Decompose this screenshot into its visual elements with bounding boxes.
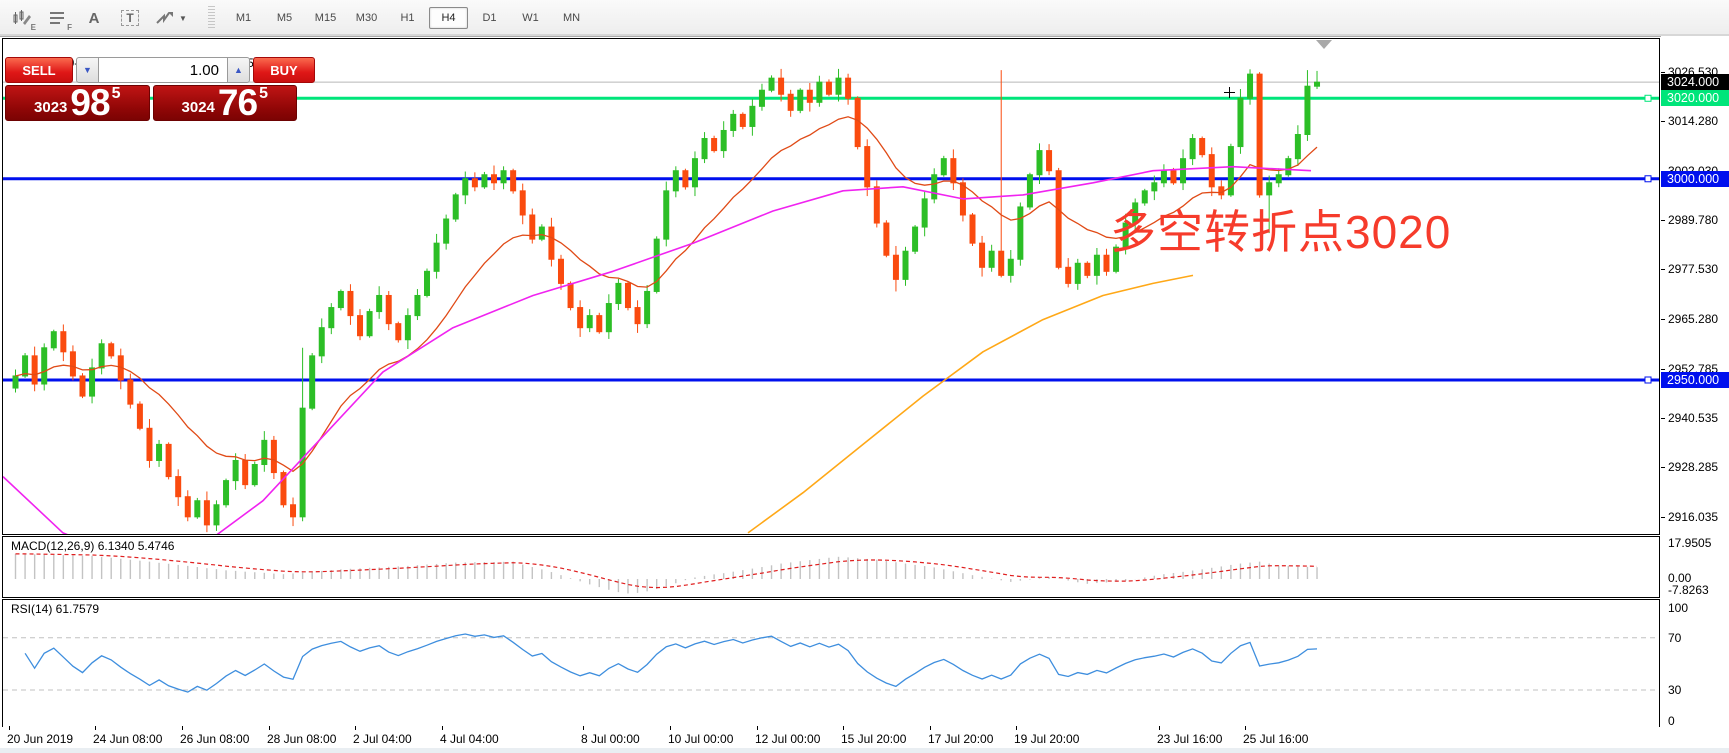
time-axis-label: 25 Jul 16:00 xyxy=(1243,732,1309,746)
bid-prefix: 3023 xyxy=(34,99,68,116)
price-axis-label: 2965.280 xyxy=(1668,311,1719,326)
volume-stepper: ▼ ▲ xyxy=(76,57,250,83)
volume-increase-button[interactable]: ▲ xyxy=(227,57,250,83)
time-axis-label: 12 Jul 00:00 xyxy=(755,732,821,746)
price-axis-tick xyxy=(1661,72,1665,73)
price-axis-label: 2940.535 xyxy=(1668,411,1719,426)
time-axis-label: 24 Jun 08:00 xyxy=(93,732,163,746)
price-badge: 3020.000 xyxy=(1661,90,1729,107)
chart-shift-marker-icon[interactable] xyxy=(1316,40,1332,49)
time-axis-tick xyxy=(757,726,758,730)
price-axis-tick xyxy=(1661,368,1665,370)
bid-big-digits: 98 xyxy=(70,82,110,124)
price-axis-tick xyxy=(1661,269,1665,271)
shapes-tool-icon[interactable]: ▼ xyxy=(150,4,192,32)
bid-pip-digit: 5 xyxy=(111,85,121,102)
price-axis-tick xyxy=(1661,219,1665,221)
indicator-axis-label: 17.9505 xyxy=(1668,536,1712,550)
time-axis-label: 20 Jun 2019 xyxy=(7,732,74,746)
toolbar: E F A T ▼ M1 M5 M15 M30 H1 H4 D1 W1 MN xyxy=(0,0,1729,37)
time-axis-label: 17 Jul 20:00 xyxy=(928,732,994,746)
buy-button[interactable]: BUY xyxy=(253,57,315,83)
time-axis-label: 10 Jul 00:00 xyxy=(668,732,734,746)
chart-annotation-text: 多空转折点3020 xyxy=(1110,206,1452,258)
timeframe-button-h1[interactable]: H1 xyxy=(400,12,415,24)
time-axis-tick xyxy=(355,726,356,730)
time-axis-tick xyxy=(670,726,671,730)
time-axis-tick xyxy=(442,726,443,730)
price-axis-tick xyxy=(1661,318,1665,320)
price-axis-label: 3014.280 xyxy=(1668,114,1719,129)
timeframe-button-m1[interactable]: M1 xyxy=(235,12,252,24)
price-axis-tick xyxy=(1661,467,1665,469)
one-click-trade-panel: SELL ▼ ▲ BUY 3023 98 5 3024 76 5 xyxy=(5,57,315,124)
price-axis-tick xyxy=(1661,418,1665,420)
time-axis-label: 26 Jun 08:00 xyxy=(180,732,250,746)
time-axis-label: 8 Jul 00:00 xyxy=(581,732,640,746)
time-axis-tick xyxy=(930,726,931,730)
timeframe-button-m5[interactable]: M5 xyxy=(276,12,293,24)
indicator-axis-label: -7.8263 xyxy=(1668,583,1709,597)
chart-edit-icon[interactable]: E xyxy=(6,4,38,32)
price-badge: 3024.000 xyxy=(1661,74,1729,91)
timeframe-button-m30[interactable]: M30 xyxy=(355,12,378,24)
time-axis-label: 23 Jul 16:00 xyxy=(1157,732,1223,746)
price-axis-tick xyxy=(1661,516,1665,518)
time-axis-tick xyxy=(182,726,183,730)
time-axis-tick xyxy=(843,726,844,730)
price-axis-label: 2928.285 xyxy=(1668,460,1719,475)
volume-input[interactable] xyxy=(99,57,227,83)
cursor-crosshair-icon xyxy=(1224,87,1235,98)
price-axis-label: 2989.780 xyxy=(1668,212,1719,227)
text-label-icon[interactable]: A xyxy=(88,9,100,27)
time-axis-label: 28 Jun 08:00 xyxy=(267,732,337,746)
timeframe-button-mn[interactable]: MN xyxy=(562,12,581,24)
indicator-axis-label: 0.00 xyxy=(1668,571,1692,585)
bid-price-tile[interactable]: 3023 98 5 xyxy=(5,85,150,121)
macd-indicator-panel[interactable]: MACD(12,26,9) 6.1340 5.4746 xyxy=(2,536,1660,598)
ask-price-tile[interactable]: 3024 76 5 xyxy=(152,82,297,124)
ask-prefix: 3024 xyxy=(181,99,215,116)
timeframe-button-m15[interactable]: M15 xyxy=(314,12,337,24)
ask-big-digits: 76 xyxy=(217,82,258,124)
window-bottom-strip xyxy=(0,748,1729,753)
indicator-list-icon[interactable]: F xyxy=(42,4,74,32)
text-box-icon[interactable]: T xyxy=(114,4,146,32)
price-axis-label: 2977.530 xyxy=(1668,262,1719,277)
time-axis-tick xyxy=(583,726,584,730)
time-axis-tick xyxy=(1245,726,1246,730)
indicator-axis-label: 100 xyxy=(1668,601,1689,615)
rsi-indicator-panel[interactable]: RSI(14) 61.7579 xyxy=(2,599,1660,729)
price-badge: 3000.000 xyxy=(1661,170,1729,187)
time-axis-label: 2 Jul 04:00 xyxy=(353,732,412,746)
timeframe-button-d1[interactable]: D1 xyxy=(482,12,497,24)
price-badge: 2950.000 xyxy=(1661,371,1729,388)
indicator-axis-label: 70 xyxy=(1668,630,1682,645)
indicator-axis-label: 30 xyxy=(1668,683,1682,697)
toolbar-separator xyxy=(208,6,215,30)
price-axis-label: 2916.035 xyxy=(1668,509,1719,524)
volume-decrease-button[interactable]: ▼ xyxy=(76,57,99,83)
time-axis-tick xyxy=(1159,726,1160,730)
indicator-axis-label: 0 xyxy=(1668,714,1675,728)
ask-pip-digit: 5 xyxy=(259,85,268,102)
sell-button[interactable]: SELL xyxy=(5,57,73,83)
timeframe-button-w1[interactable]: W1 xyxy=(522,12,539,24)
time-axis-label: 15 Jul 20:00 xyxy=(841,732,907,746)
price-axis-tick xyxy=(1661,121,1665,123)
price-axis[interactable]: 3026.5303014.2803002.0302989.7802977.530… xyxy=(1661,36,1729,728)
macd-title: MACD(12,26,9) 6.1340 5.4746 xyxy=(11,539,175,553)
time-axis-tick xyxy=(95,726,96,730)
timeframe-group: M1 M5 M15 M30 H1 H4 D1 W1 MN xyxy=(223,7,592,29)
time-axis-label: 19 Jul 20:00 xyxy=(1014,732,1080,746)
time-axis-tick xyxy=(269,726,270,730)
time-axis-tick xyxy=(1016,726,1017,730)
timeframe-button-h4[interactable]: H4 xyxy=(429,7,468,29)
time-axis-label: 4 Jul 04:00 xyxy=(440,732,499,746)
rsi-title: RSI(14) 61.7579 xyxy=(11,602,100,616)
time-axis-tick xyxy=(9,726,10,730)
